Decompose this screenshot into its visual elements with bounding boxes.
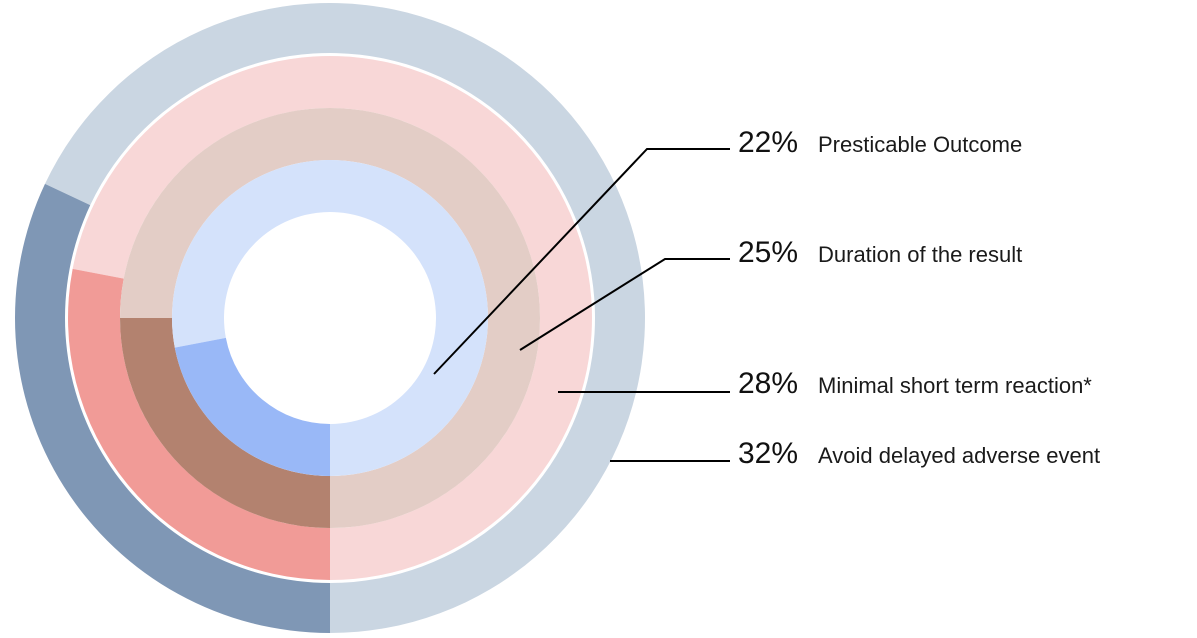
series-label-avoid-delayed-adverse-event: Avoid delayed adverse event — [818, 443, 1100, 468]
series-label-minimal-short-term-reaction: Minimal short term reaction* — [818, 373, 1092, 398]
percent-label-minimal-short-term-reaction: 28% — [738, 367, 798, 400]
ring-segment-avoid-delayed-adverse-event[interactable] — [14, 183, 331, 633]
rings-group — [14, 2, 646, 633]
ring-track-presticable-outcome — [172, 160, 489, 476]
leader-line-presticable-outcome — [433, 148, 730, 375]
percent-label-duration-of-the-result: 25% — [738, 236, 798, 269]
ring-segment-minimal-short-term-reaction[interactable] — [68, 268, 331, 580]
leader-line-duration-of-the-result — [519, 258, 730, 351]
leader-lines-group — [433, 148, 730, 462]
ring-segment-duration-of-the-result[interactable] — [120, 318, 330, 528]
labels-group: 32% Avoid delayed adverse event 28% Minimal… — [738, 126, 1100, 470]
series-label-presticable-outcome: Presticable Outcome — [818, 132, 1022, 157]
percent-label-presticable-outcome: 22% — [738, 126, 798, 159]
ring-segment-presticable-outcome[interactable] — [174, 337, 330, 476]
percent-label-avoid-delayed-adverse-event: 32% — [738, 437, 798, 470]
series-label-duration-of-the-result: Duration of the result — [818, 242, 1022, 267]
